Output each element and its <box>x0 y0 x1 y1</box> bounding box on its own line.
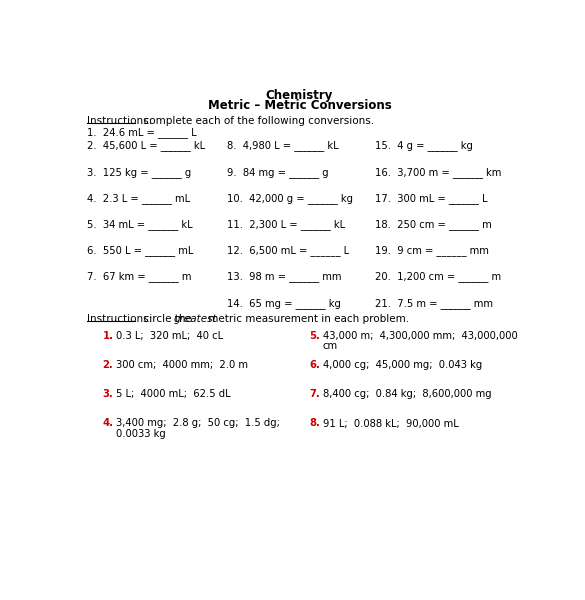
Text: 8.: 8. <box>309 419 321 428</box>
Text: 6.: 6. <box>309 360 321 370</box>
Text: 300 cm;  4000 mm;  2.0 m: 300 cm; 4000 mm; 2.0 m <box>116 360 248 370</box>
Text: 3.: 3. <box>102 389 113 399</box>
Text: Metric – Metric Conversions: Metric – Metric Conversions <box>208 99 391 112</box>
Text: 6.  550 L = ______ mL: 6. 550 L = ______ mL <box>87 245 194 256</box>
Text: 20.  1,200 cm = ______ m: 20. 1,200 cm = ______ m <box>376 271 501 283</box>
Text: 16.  3,700 m = ______ km: 16. 3,700 m = ______ km <box>376 167 502 178</box>
Text: 91 L;  0.088 kL;  90,000 mL: 91 L; 0.088 kL; 90,000 mL <box>323 419 459 428</box>
Text: 12.  6,500 mL = ______ L: 12. 6,500 mL = ______ L <box>226 245 349 256</box>
Text: 2.: 2. <box>102 360 113 370</box>
Text: greatest: greatest <box>174 314 218 324</box>
Text: 15.  4 g = ______ kg: 15. 4 g = ______ kg <box>376 140 473 151</box>
Text: 2.  45,600 L = ______ kL: 2. 45,600 L = ______ kL <box>87 140 205 151</box>
Text: 3,400 mg;  2.8 g;  50 cg;  1.5 dg;: 3,400 mg; 2.8 g; 50 cg; 1.5 dg; <box>116 419 280 428</box>
Text: 18.  250 cm = ______ m: 18. 250 cm = ______ m <box>376 219 492 230</box>
Text: 3.  125 kg = ______ g: 3. 125 kg = ______ g <box>87 167 191 178</box>
Text: cm: cm <box>323 341 338 351</box>
Text: 4.  2.3 L = ______ mL: 4. 2.3 L = ______ mL <box>87 193 190 204</box>
Text: 5 L;  4000 mL;  62.5 dL: 5 L; 4000 mL; 62.5 dL <box>116 389 230 399</box>
Text: 11.  2,300 L = ______ kL: 11. 2,300 L = ______ kL <box>226 219 345 230</box>
Text: 43,000 m;  4,300,000 mm;  43,000,000: 43,000 m; 4,300,000 mm; 43,000,000 <box>323 331 517 341</box>
Text: 7.  67 km = ______ m: 7. 67 km = ______ m <box>87 271 191 283</box>
Text: complete each of the following conversions.: complete each of the following conversio… <box>137 116 374 126</box>
Text: 0.3 L;  320 mL;  40 cL: 0.3 L; 320 mL; 40 cL <box>116 331 223 341</box>
Text: 5.  34 mL = ______ kL: 5. 34 mL = ______ kL <box>87 219 192 230</box>
Text: 14.  65 mg = ______ kg: 14. 65 mg = ______ kg <box>226 298 340 308</box>
Text: Instructions:: Instructions: <box>87 314 152 324</box>
Text: circle the: circle the <box>137 314 195 324</box>
Text: 9.  84 mg = ______ g: 9. 84 mg = ______ g <box>226 167 328 178</box>
Text: 13.  98 m = ______ mm: 13. 98 m = ______ mm <box>226 271 341 283</box>
Text: 1.  24.6 mL = ______ L: 1. 24.6 mL = ______ L <box>87 127 197 139</box>
Text: 5.: 5. <box>309 331 321 341</box>
Text: metric measurement in each problem.: metric measurement in each problem. <box>205 314 409 324</box>
Text: 21.  7.5 m = ______ mm: 21. 7.5 m = ______ mm <box>376 298 493 308</box>
Text: 4,000 cg;  45,000 mg;  0.043 kg: 4,000 cg; 45,000 mg; 0.043 kg <box>323 360 482 370</box>
Text: 0.0033 kg: 0.0033 kg <box>116 428 166 439</box>
Text: 8.  4,980 L = ______ kL: 8. 4,980 L = ______ kL <box>226 140 338 151</box>
Text: 7.: 7. <box>309 389 320 399</box>
Text: Chemistry: Chemistry <box>266 89 333 102</box>
Text: 17.  300 mL = ______ L: 17. 300 mL = ______ L <box>376 193 488 204</box>
Text: 8,400 cg;  0.84 kg;  8,600,000 mg: 8,400 cg; 0.84 kg; 8,600,000 mg <box>323 389 491 399</box>
Text: 10.  42,000 g = ______ kg: 10. 42,000 g = ______ kg <box>226 193 353 204</box>
Text: 1.: 1. <box>102 331 113 341</box>
Text: 4.: 4. <box>102 419 113 428</box>
Text: Instructions:: Instructions: <box>87 116 152 126</box>
Text: 19.  9 cm = ______ mm: 19. 9 cm = ______ mm <box>376 245 489 256</box>
